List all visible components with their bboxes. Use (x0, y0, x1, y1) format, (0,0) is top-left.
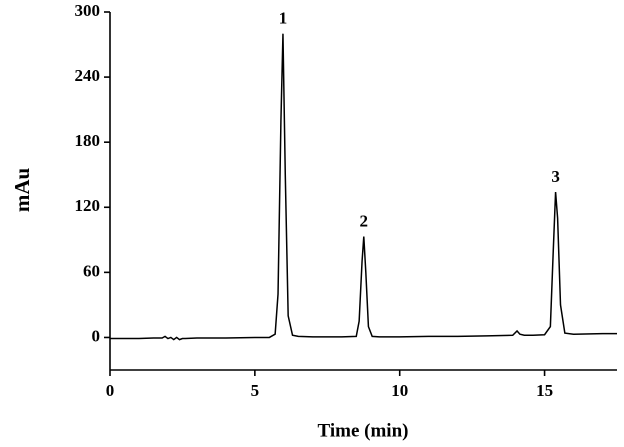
y-tick-label: 180 (75, 131, 101, 150)
data-line (110, 33, 617, 341)
x-tick-label: 0 (106, 381, 115, 400)
x-axis-label: Time (min) (318, 420, 409, 441)
x-tick-label: 5 (251, 381, 260, 400)
y-tick-label: 120 (75, 196, 101, 215)
peak-label: 1 (279, 9, 288, 28)
y-tick-label: 300 (75, 1, 101, 20)
y-tick-label: 60 (83, 261, 100, 280)
y-tick-label: 0 (92, 326, 101, 345)
y-tick-label: 240 (75, 66, 101, 85)
x-tick-label: 15 (536, 381, 553, 400)
y-axis-label: mAu (10, 168, 34, 213)
peak-label: 3 (551, 167, 560, 186)
peak-label: 2 (360, 211, 369, 230)
x-tick-label: 10 (391, 381, 408, 400)
